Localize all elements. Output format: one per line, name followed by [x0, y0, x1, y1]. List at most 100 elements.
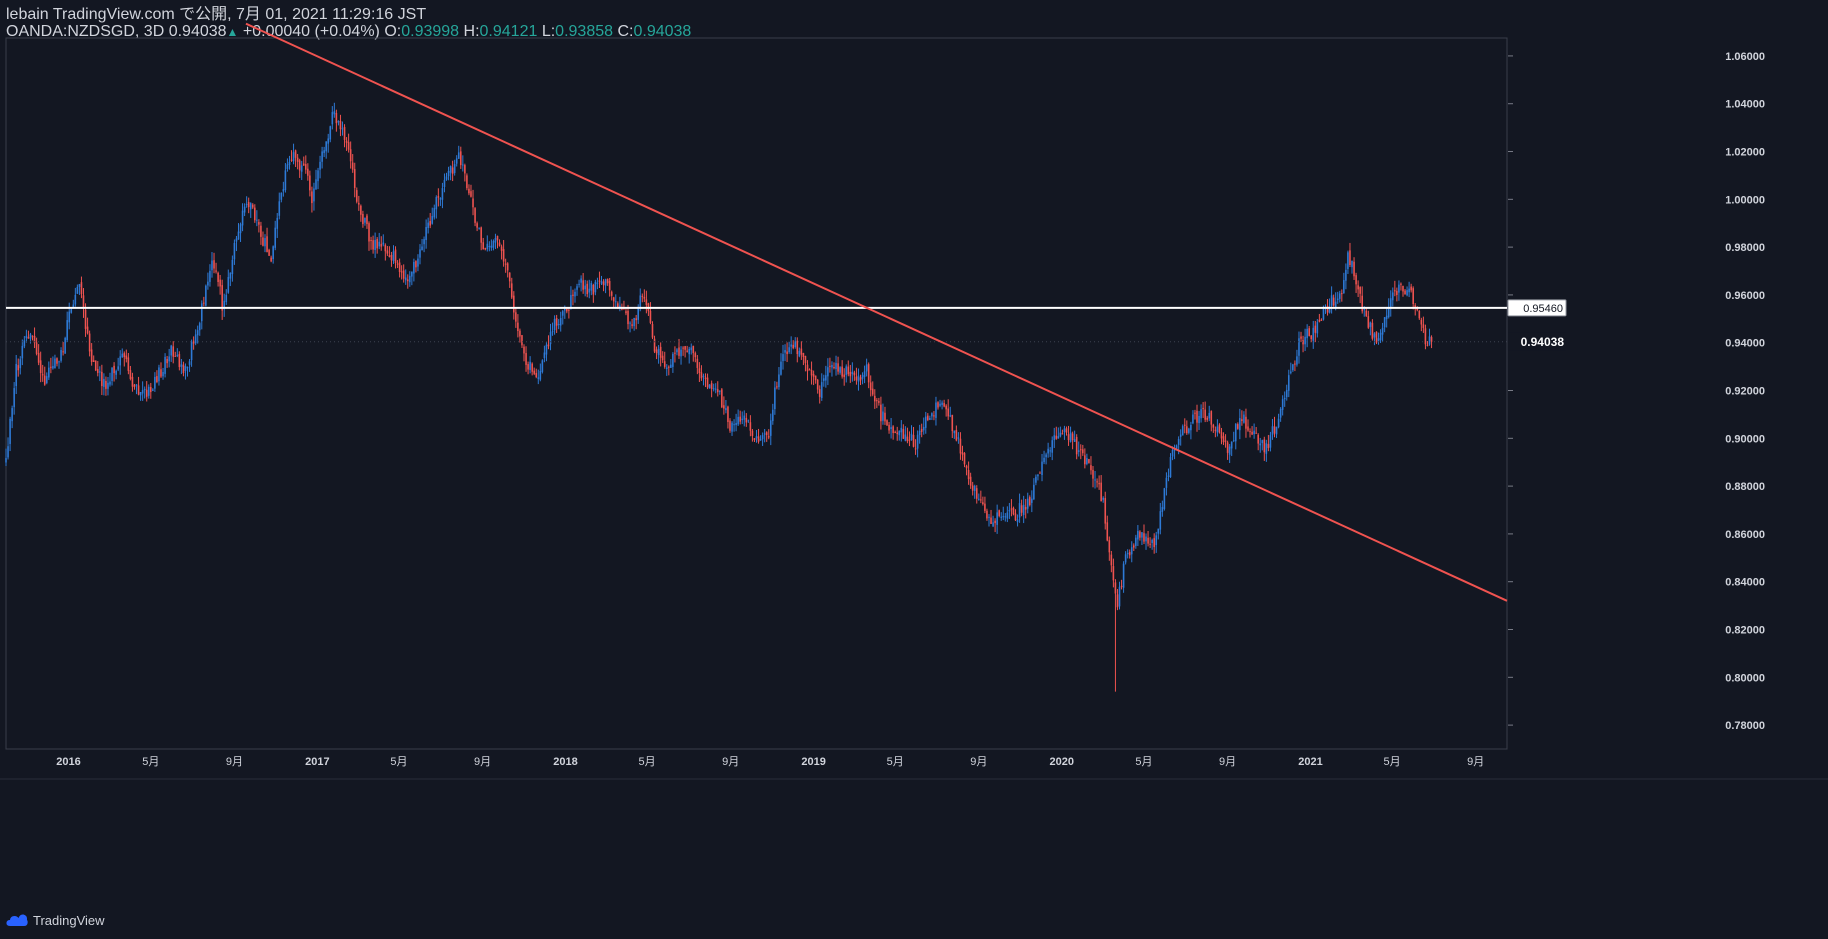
candle-body — [1253, 430, 1255, 435]
candle-body — [129, 370, 132, 379]
candle-body — [521, 335, 523, 346]
candle-body — [1151, 539, 1153, 543]
candle-body — [884, 412, 886, 422]
candle-body — [965, 465, 968, 469]
candle-body — [1391, 292, 1394, 301]
candle-body — [1247, 426, 1249, 431]
candle-body — [288, 161, 291, 165]
candle-body — [1045, 454, 1047, 458]
candle-body — [502, 249, 505, 262]
high-value: 0.94121 — [479, 23, 538, 40]
candle-body — [574, 291, 576, 297]
candle-body — [411, 271, 413, 277]
candle-body — [1112, 566, 1115, 581]
candle-body — [831, 365, 833, 368]
candle-body — [902, 429, 905, 439]
candle-body — [786, 351, 788, 355]
candle-body — [141, 390, 144, 394]
plot-border — [5, 37, 1508, 750]
candle-body — [818, 389, 821, 397]
candle-body — [517, 322, 519, 331]
candle-body — [553, 318, 556, 331]
x-tick-label: 9月 — [1467, 756, 1484, 768]
candle-body — [725, 408, 727, 411]
candle-body — [1406, 290, 1408, 296]
candle-body — [41, 374, 44, 376]
candle-body — [788, 347, 790, 353]
candle-body — [619, 305, 621, 309]
candle-body — [1037, 474, 1039, 477]
candle-body — [853, 372, 856, 376]
candle-body — [219, 279, 221, 287]
candle-body — [231, 259, 234, 275]
candle-body — [774, 387, 776, 410]
candle-body — [1314, 325, 1317, 333]
y-tick-label: 0.78000 — [1725, 720, 1765, 732]
candle-body — [772, 409, 774, 422]
candle-body — [1212, 424, 1215, 428]
candle-body — [5, 458, 7, 463]
tradingview-logo[interactable]: TradingView — [6, 910, 105, 930]
candle-body — [370, 240, 372, 242]
candle-body — [1206, 417, 1209, 420]
candle-body — [1122, 563, 1125, 588]
candle-body — [84, 309, 87, 329]
candle-body — [1389, 298, 1392, 308]
candle-body — [1135, 537, 1137, 546]
candle-body — [519, 330, 521, 337]
candle-body — [274, 227, 277, 248]
x-tick-label: 5月 — [390, 756, 407, 768]
candle-body — [1308, 328, 1310, 336]
candle-body — [178, 354, 181, 368]
candle-body — [961, 452, 964, 455]
candle-body — [429, 221, 431, 226]
candle-body — [1012, 507, 1015, 515]
candle-body — [659, 346, 662, 358]
candle-body — [994, 520, 996, 524]
y-tick-label: 0.90000 — [1725, 433, 1765, 445]
candle-body — [1094, 479, 1096, 481]
candle-body — [696, 358, 699, 368]
candle-body — [292, 152, 295, 162]
candle-body — [869, 382, 872, 391]
candle-body — [323, 150, 325, 153]
candle-body — [594, 281, 597, 293]
candle-body — [443, 179, 446, 188]
candle-body — [376, 239, 378, 249]
candle-body — [535, 373, 538, 378]
symbol-label[interactable]: OANDA:NZDSGD, 3D — [6, 23, 165, 40]
candle-body — [235, 238, 238, 242]
candle-body — [1210, 411, 1213, 425]
candle-body — [804, 355, 807, 364]
candle-body — [977, 498, 980, 500]
candle-body — [270, 257, 272, 262]
candle-body — [576, 286, 578, 290]
candle-body — [307, 168, 309, 176]
candle-body — [833, 366, 835, 369]
candle-body — [117, 366, 119, 370]
candle-body — [1057, 436, 1060, 439]
candle-body — [506, 263, 509, 271]
candle-body — [282, 189, 285, 192]
candle-body — [1230, 441, 1233, 449]
candle-body — [941, 402, 943, 405]
candle-body — [973, 485, 976, 491]
candle-body — [1261, 440, 1264, 444]
candle-body — [1110, 554, 1113, 566]
candle-body — [143, 388, 146, 391]
candle-body — [1320, 319, 1323, 321]
x-tick-label: 2020 — [1049, 756, 1073, 768]
candle-body — [470, 191, 472, 197]
candle-body — [559, 318, 562, 326]
candle-body — [180, 364, 183, 367]
candle-body — [1232, 440, 1235, 442]
candle-body — [404, 277, 407, 281]
candle-body — [474, 208, 476, 223]
last-price-label: 0.94038 — [1521, 335, 1565, 349]
candle-body — [1347, 252, 1349, 269]
candle-body — [845, 366, 848, 375]
candle-body — [72, 304, 75, 308]
candle-body — [882, 411, 884, 421]
candle-body — [635, 318, 637, 321]
